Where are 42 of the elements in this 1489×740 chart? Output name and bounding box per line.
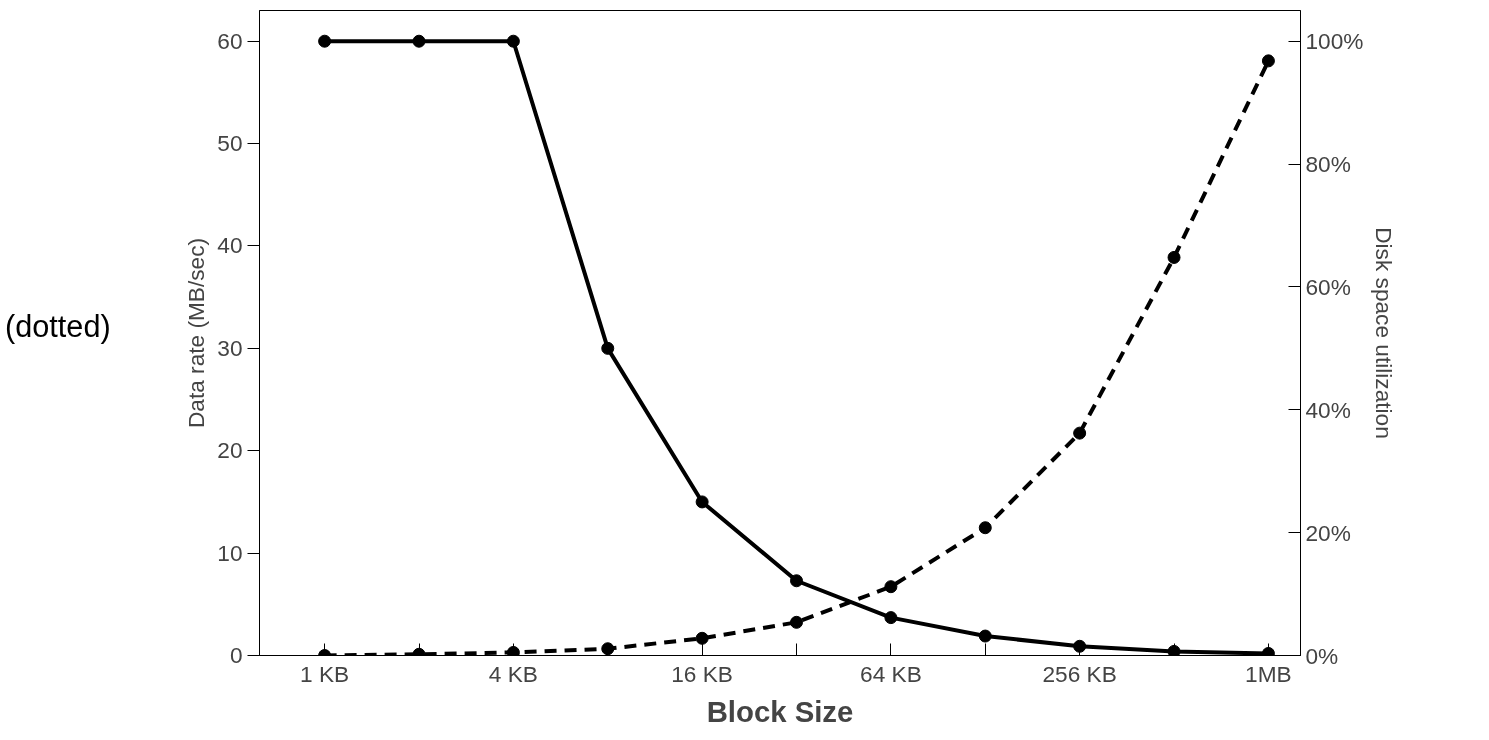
point [506,645,520,656]
x-tick-label: 256 KB [1042,660,1117,687]
point [1261,54,1275,68]
y-tick-label: 20 [217,437,243,464]
y2-tick-label: 80% [1305,151,1351,178]
point [1167,644,1181,656]
y-tick-label: 60 [217,27,243,54]
y2-tick-label: 100% [1305,28,1364,55]
y2-tick-label: 0% [1305,642,1339,669]
point [412,34,426,48]
point [506,34,520,48]
point [884,580,898,594]
x-tick-label: 1 KB [300,660,350,687]
x-tick-label: 64 KB [860,660,922,687]
y-tick-label: 10 [217,539,243,566]
y-axis-title: Data rate (MB/sec) [183,237,210,429]
point [695,631,709,645]
x-tick-label: 1MB [1245,660,1292,687]
point [790,615,804,629]
x-tick-label: 4 KB [488,660,538,687]
y2-tick-label: 40% [1305,396,1351,423]
y2-tick-label: 20% [1305,519,1351,546]
y-tick-label: 30 [217,334,243,361]
point [884,611,898,625]
point [1073,426,1087,440]
point [601,642,615,656]
point [695,495,709,509]
x-tick-label: 16 KB [671,660,733,687]
point [978,521,992,535]
point [318,34,332,48]
y-tick-label: 50 [217,130,243,157]
point [790,574,804,588]
y2-axis-title: Disk space utilization [1371,227,1398,439]
y-tick-label: 0 [229,642,243,668]
text: (dotted) [5,308,111,346]
point [978,629,992,643]
x-axis-title: Block Size [706,694,854,728]
y2-tick-label: 60% [1305,273,1351,300]
point [1073,639,1087,653]
y-tick-label: 40 [217,232,243,259]
point [1167,250,1181,264]
point [601,341,615,355]
